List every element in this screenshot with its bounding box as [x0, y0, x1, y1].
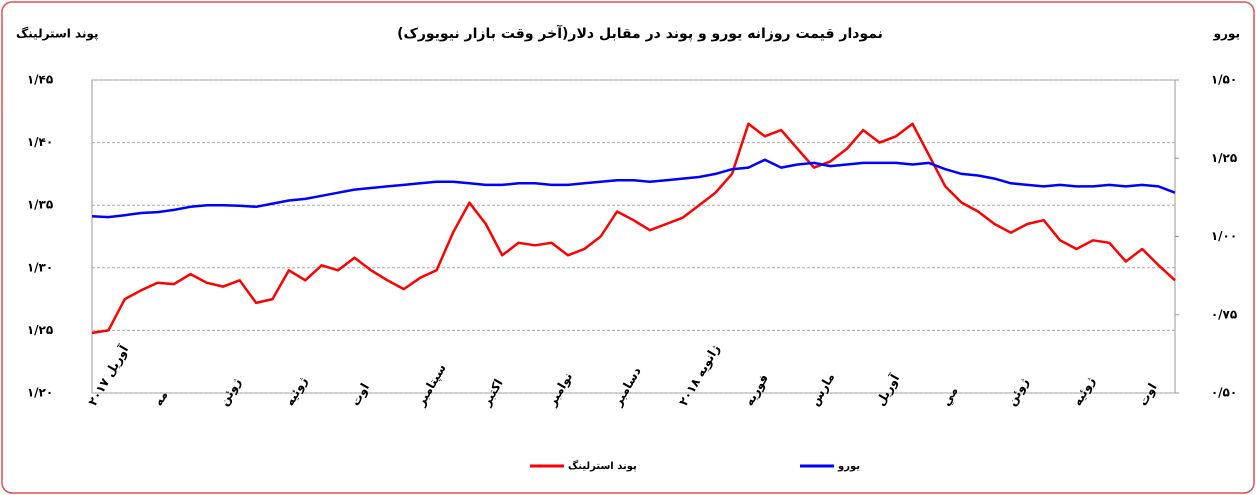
chart-title: نمودار قیمت روزانه یورو و پوند در مقابل …: [397, 24, 883, 42]
y-tick-label: ۱/۴۰: [27, 135, 53, 149]
y2-tick-label: ۱/۰۰: [1211, 229, 1237, 243]
y2-tick-label: ۱/۵۰: [1211, 73, 1237, 87]
line-series: [91, 158, 1176, 219]
y-tick-label: ۱/۲۵: [27, 323, 53, 337]
y-tick-label: ۱/۳۵: [27, 198, 53, 212]
line-series: [91, 122, 1176, 335]
y2-tick-label: ۰/۷۵: [1211, 307, 1237, 321]
y-axis-label: پوند استرلینگ: [16, 27, 99, 42]
x-tick-label: مه: [151, 389, 170, 409]
y2-tick-label: ۰/۵۰: [1211, 386, 1237, 400]
y2-tick-label: ۱/۲۵: [1211, 151, 1237, 165]
y2-axis-label: یورو: [1213, 27, 1240, 42]
legend-label: یورو: [837, 461, 860, 472]
legend-label: پوند استرلینگ: [568, 460, 637, 472]
y-tick-label: ۱/۴۵: [27, 73, 53, 87]
y-tick-label: ۱/۲۰: [27, 386, 53, 400]
y-tick-label: ۱/۳۰: [27, 260, 53, 274]
